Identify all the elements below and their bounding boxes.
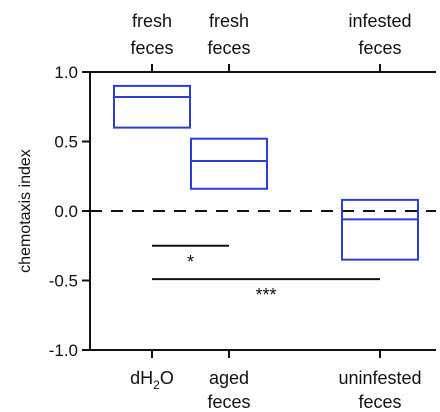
- top-label-line2: feces: [358, 38, 401, 58]
- top-label-line1: fresh: [209, 11, 249, 31]
- top-label-line1: infested: [348, 11, 411, 31]
- y-tick-label: 1.0: [54, 63, 78, 82]
- significance-label-1: *: [187, 252, 194, 272]
- box-2: [190, 137, 268, 190]
- bottom-label-water: dH2O: [130, 368, 174, 392]
- significance-label-2: ***: [255, 285, 276, 305]
- bottom-label-line1: aged: [209, 368, 249, 388]
- y-tick-label: 0.5: [54, 133, 78, 152]
- y-tick-label: -1.0: [49, 341, 78, 360]
- box-3: [341, 198, 419, 261]
- bottom-label-line2: feces: [358, 392, 401, 412]
- top-label-line1: fresh: [132, 11, 172, 31]
- y-tick-label: -0.5: [49, 272, 78, 291]
- top-label-line2: feces: [130, 38, 173, 58]
- box-1: [113, 84, 191, 129]
- bottom-label-line2: feces: [207, 392, 250, 412]
- y-axis-title: chemotaxis index: [17, 149, 34, 273]
- top-label-line2: feces: [207, 38, 250, 58]
- bottom-label-line1: uninfested: [338, 368, 421, 388]
- y-tick-label: 0.0: [54, 202, 78, 221]
